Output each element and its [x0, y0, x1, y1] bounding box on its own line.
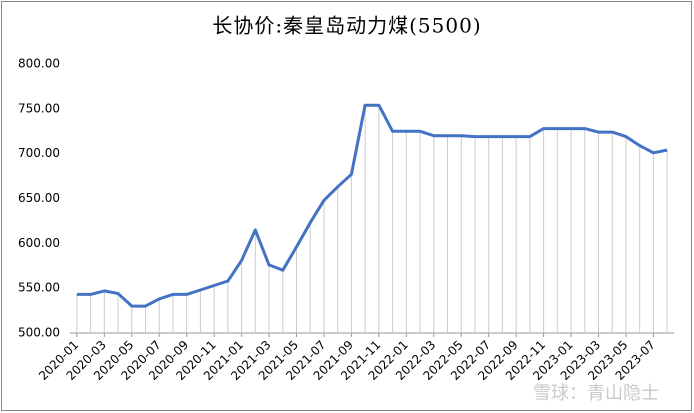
y-tick-label: 650.00	[18, 191, 60, 205]
y-tick-label: 500.00	[18, 326, 60, 340]
watermark: 雪球：青山隐士	[533, 383, 659, 404]
y-tick-label: 800.00	[18, 57, 60, 71]
y-tick-label: 750.00	[18, 101, 60, 115]
line-series	[76, 103, 668, 308]
y-tick-label: 600.00	[18, 236, 60, 250]
y-tick-label: 550.00	[18, 281, 60, 295]
y-tick-label: 700.00	[18, 146, 60, 160]
chart-title: 长协价:秦皇岛动力煤(5500)	[212, 14, 481, 38]
